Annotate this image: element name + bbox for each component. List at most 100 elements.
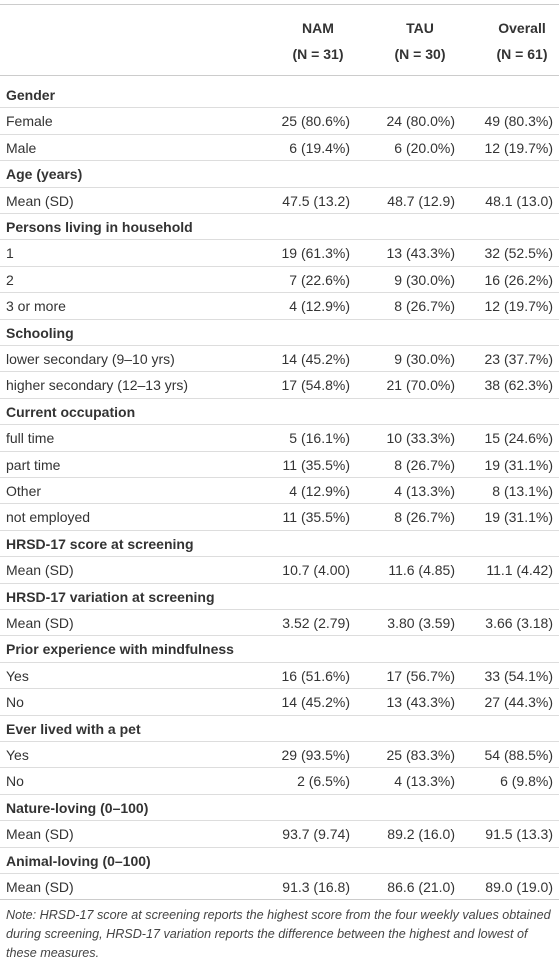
row-label: not employed xyxy=(6,509,91,526)
data-row: Male 6 (19.4%) 6 (20.0%) 12 (19.7%) xyxy=(0,135,559,162)
cell: 8 (26.7%) xyxy=(394,509,455,526)
section-row: Age (years) xyxy=(0,161,559,188)
data-row: Mean (SD) 3.52 (2.79) 3.80 (3.59) 3.66 (3.1… xyxy=(0,610,559,637)
section-row: Current occupation xyxy=(0,399,559,426)
cell: 11 (35.5%) xyxy=(282,509,350,526)
cell: 23 (37.7%) xyxy=(484,351,553,367)
cell: 47.5 (13.2) xyxy=(282,192,350,209)
cell: 89.0 (19.0) xyxy=(485,879,553,895)
section-title: Nature-loving (0–100) xyxy=(6,799,149,816)
row-label: Mean (SD) xyxy=(6,615,74,631)
cell: 19 (61.3%) xyxy=(281,245,350,262)
row-label: Mean (SD) xyxy=(6,192,74,209)
row-label: Mean (SD) xyxy=(6,879,74,895)
cell: 10 (33.3%) xyxy=(386,430,455,447)
section-title: Current occupation xyxy=(6,403,136,420)
data-row: Yes 29 (93.5%) 25 (83.3%) 54 (88.5%) xyxy=(0,742,559,769)
row-label: Other xyxy=(6,483,42,499)
data-row: full time 5 (16.1%) 10 (33.3%) 15 (24.6%) xyxy=(0,425,559,452)
cell: 3.52 (2.79) xyxy=(282,615,350,631)
section-row: Gender xyxy=(0,82,559,109)
cell: 3.80 (3.59) xyxy=(387,615,455,631)
cell: 91.5 (13.3) xyxy=(485,826,553,843)
cell: 2 (6.5%) xyxy=(297,773,350,790)
data-row: Mean (SD) 93.7 (9.74) 89.2 (16.0) 91.5 (13.… xyxy=(0,821,559,848)
section-title: Persons living in household xyxy=(6,219,193,235)
row-label: Mean (SD) xyxy=(6,562,74,579)
cell: 4 (13.3%) xyxy=(394,773,455,790)
cell: 33 (54.1%) xyxy=(484,667,553,684)
cell: 19 (31.1%) xyxy=(484,456,553,473)
row-label: Yes xyxy=(6,747,29,763)
cell: 27 (44.3%) xyxy=(484,694,553,711)
cell: 5 (16.1%) xyxy=(289,430,350,447)
cell: 14 (45.2%) xyxy=(281,351,350,367)
row-label: 1 xyxy=(6,245,14,262)
data-row: 2 7 (22.6%) 9 (30.0%) 16 (26.2%) xyxy=(0,267,559,294)
cell: 89.2 (16.0) xyxy=(387,826,455,843)
cell: 93.7 (9.74) xyxy=(282,826,350,843)
cell: 48.1 (13.0) xyxy=(485,192,553,209)
section-title: Animal-loving (0–100) xyxy=(6,852,151,869)
cell: 49 (80.3%) xyxy=(484,113,553,130)
data-row: Mean (SD) 47.5 (13.2) 48.7 (12.9) 48.1 (13.… xyxy=(0,188,559,214)
cell: 8 (26.7%) xyxy=(394,456,455,473)
cell: 8 (26.7%) xyxy=(394,298,455,315)
row-label: full time xyxy=(6,430,55,447)
cell: 11.6 (4.85) xyxy=(388,562,455,579)
cell: 25 (80.6%) xyxy=(281,113,350,130)
data-row: Other 4 (12.9%) 4 (13.3%) 8 (13.1%) xyxy=(0,478,559,505)
column-n: (N = 30) xyxy=(394,46,446,62)
section-row: Persons living in household xyxy=(0,214,559,241)
row-label: No xyxy=(6,773,24,790)
row-label: Mean (SD) xyxy=(6,826,74,843)
cell: 16 (26.2%) xyxy=(484,271,553,288)
cell: 19 (31.1%) xyxy=(484,509,553,526)
data-row: 1 19 (61.3%) 13 (43.3%) 32 (52.5%) xyxy=(0,240,559,267)
cell: 17 (56.7%) xyxy=(386,667,455,684)
section-row: Prior experience with mindfulness xyxy=(0,636,559,663)
cell: 9 (30.0%) xyxy=(394,271,455,288)
cell: 8 (13.1%) xyxy=(492,483,553,499)
row-label: Female xyxy=(6,113,53,130)
cell: 32 (52.5%) xyxy=(484,245,553,262)
cell: 12 (19.7%) xyxy=(484,298,553,315)
cell: 7 (22.6%) xyxy=(289,271,350,288)
data-row: No 2 (6.5%) 4 (13.3%) 6 (9.8%) xyxy=(0,768,559,795)
table-note: Note: HRSD-17 score at screening reports… xyxy=(6,908,551,960)
section-title: Prior experience with mindfulness xyxy=(6,641,234,658)
cell: 17 (54.8%) xyxy=(281,377,350,394)
data-row: Yes 16 (51.6%) 17 (56.7%) 33 (54.1%) xyxy=(0,663,559,690)
cell: 6 (9.8%) xyxy=(500,773,553,790)
section-row: Animal-loving (0–100) xyxy=(0,848,559,874)
data-row: higher secondary (12–13 yrs) 17 (54.8%) 21… xyxy=(0,372,559,399)
cell: 11.1 (4.42) xyxy=(486,562,553,579)
table-header: NAM (N = 31) TAU (N = 30) Overall (N = 61) xyxy=(0,4,559,76)
cell: 3.66 (3.18) xyxy=(485,615,553,631)
cell: 38 (62.3%) xyxy=(484,377,553,394)
row-label: part time xyxy=(6,456,61,473)
row-label: 3 or more xyxy=(6,298,66,315)
column-header: TAU (N = 30) xyxy=(370,15,470,67)
cell: 25 (83.3%) xyxy=(386,747,455,763)
section-title: HRSD-17 variation at screening xyxy=(6,588,215,605)
data-row: Female 25 (80.6%) 24 (80.0%) 49 (80.3%) xyxy=(0,108,559,135)
section-row: Schooling xyxy=(0,320,559,346)
row-label: Yes xyxy=(6,667,29,684)
row-label: 2 xyxy=(6,271,14,288)
section-row: Nature-loving (0–100) xyxy=(0,795,559,822)
cell: 14 (45.2%) xyxy=(281,694,350,711)
cell: 11 (35.5%) xyxy=(282,456,350,473)
section-title: Schooling xyxy=(6,324,74,341)
cell: 4 (12.9%) xyxy=(289,483,350,499)
column-n: (N = 31) xyxy=(292,46,344,62)
section-title: HRSD-17 score at screening xyxy=(6,535,194,552)
data-row: part time 11 (35.5%) 8 (26.7%) 19 (31.1%) xyxy=(0,452,559,478)
data-row: lower secondary (9–10 yrs) 14 (45.2%) 9 (3… xyxy=(0,346,559,373)
row-label: No xyxy=(6,694,24,711)
section-row: HRSD-17 score at screening xyxy=(0,531,559,558)
row-label: Male xyxy=(6,139,37,156)
column-name: NAM xyxy=(302,20,334,36)
section-row: HRSD-17 variation at screening xyxy=(0,584,559,610)
